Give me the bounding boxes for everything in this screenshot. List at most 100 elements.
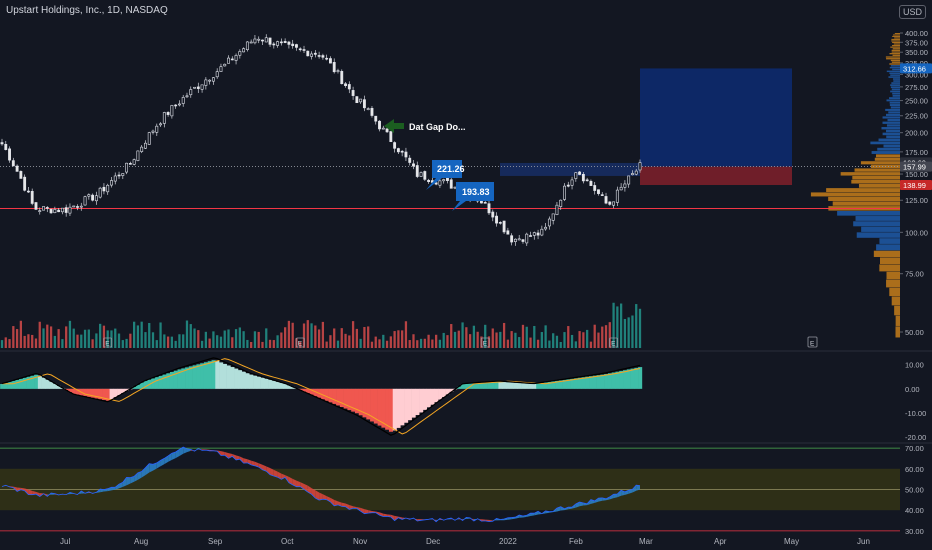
earnings-icon-letter: E: [611, 341, 616, 348]
candle-body: [396, 148, 400, 153]
volume-bar: [302, 323, 306, 348]
volume-bar: [461, 322, 464, 348]
volume-profile-bar: [886, 279, 900, 288]
volume-bar: [257, 331, 260, 348]
candle-body: [117, 174, 121, 177]
candle-body: [162, 112, 166, 124]
macd-hist-bar: [7, 381, 12, 389]
volume-bar: [280, 332, 283, 348]
volume-profile-bar: [886, 271, 900, 280]
x-tick-label: Aug: [134, 537, 148, 546]
volume-bar: [99, 323, 102, 348]
rsi-line: [1, 446, 641, 523]
volume-bar: [597, 332, 600, 348]
rsi-fill-segment: [330, 497, 335, 506]
volume-profile-bar: [889, 287, 900, 297]
candle-body: [321, 55, 325, 58]
macd-hist-bar: [196, 364, 201, 389]
macd-hist-bar: [90, 388, 95, 398]
volume-bar: [53, 335, 56, 348]
candle-body: [253, 38, 257, 44]
macd-hist-bar: [139, 382, 144, 389]
candle-body: [125, 162, 129, 173]
volume-bar: [8, 339, 11, 348]
candle-body: [366, 108, 370, 110]
candle-body: [215, 71, 219, 78]
price-label-badge: [900, 161, 932, 172]
macd-hist-bar: [573, 378, 579, 389]
volume-bar: [253, 331, 257, 348]
macd-hist-bar: [634, 367, 639, 389]
candle-body: [196, 86, 200, 89]
volume-profile-bar: [890, 74, 900, 76]
volume-bar: [578, 331, 581, 348]
macd-hist-bar: [41, 377, 46, 389]
candle-body: [8, 148, 11, 161]
volume-bar: [148, 322, 151, 348]
x-tick-label: Oct: [281, 537, 294, 546]
volume-profile-bar: [890, 84, 900, 86]
macd-hist-bar: [434, 388, 439, 403]
macd-hist-bar: [83, 388, 88, 397]
candle-body: [204, 79, 208, 86]
volume-profile-bar: [892, 54, 900, 56]
volume-bar: [155, 340, 158, 348]
candle-body: [627, 175, 631, 185]
volume-bar: [442, 332, 445, 348]
volume-profile-bar: [881, 127, 900, 130]
macd-hist-bar: [521, 383, 526, 389]
currency-badge[interactable]: USD: [898, 5, 926, 19]
macd-hist-bar: [321, 388, 326, 400]
volume-bar: [374, 336, 377, 348]
rsi-fill-segment: [220, 451, 225, 456]
macd-hist-bar: [460, 384, 465, 389]
macd-hist-bar: [120, 388, 125, 394]
candle-body: [38, 210, 42, 212]
volume-bar: [502, 322, 506, 348]
volume-profile-bar: [890, 65, 900, 67]
gap-label: Dat Gap Do...: [409, 122, 466, 132]
volume-bar: [268, 339, 272, 348]
candle-body: [151, 130, 155, 133]
macd-hist-bar: [400, 388, 405, 426]
volume-bar: [57, 329, 60, 348]
candle-body: [559, 199, 563, 207]
macd-hist-bar: [287, 385, 292, 389]
volume-bar: [265, 328, 268, 348]
volume-bar: [212, 331, 215, 348]
volume-bar: [129, 333, 132, 348]
candle-body: [615, 189, 619, 203]
volume-profile-bar: [886, 124, 900, 127]
candle-body: [332, 62, 336, 73]
volume-bar: [329, 335, 332, 348]
volume-bar: [87, 329, 90, 348]
candle-body: [245, 41, 249, 51]
volume-bar: [12, 326, 15, 348]
rsi-fill-segment: [28, 489, 33, 495]
volume-profile-bar: [892, 48, 900, 50]
macd-hist-bar: [623, 370, 628, 389]
volume-bar: [367, 326, 370, 348]
macd-hist-bar: [502, 381, 507, 389]
candle-body: [87, 194, 91, 197]
macd-hist-bar: [472, 383, 477, 389]
macd-hist-bar: [192, 365, 197, 389]
price-label: 312.66: [903, 64, 926, 73]
candle-body: [83, 196, 87, 206]
macd-hist-bar: [328, 388, 333, 403]
rsi-fill-segment: [519, 515, 523, 518]
macd-hist-bar: [234, 368, 239, 389]
x-tick-label: May: [784, 537, 799, 546]
price-tick-label: 150.00: [905, 170, 928, 179]
macd-hist-bar: [188, 366, 193, 389]
macd-hist-bar: [226, 365, 231, 389]
candle-body: [370, 107, 374, 116]
rsi-fill-segment: [296, 480, 301, 487]
price-tick-label: 350.00: [905, 48, 928, 57]
callout-221: 221.26: [426, 160, 465, 190]
candle-body: [374, 115, 378, 122]
candle-body: [547, 218, 551, 227]
candle-body: [404, 151, 408, 158]
volume-bar: [385, 340, 389, 348]
